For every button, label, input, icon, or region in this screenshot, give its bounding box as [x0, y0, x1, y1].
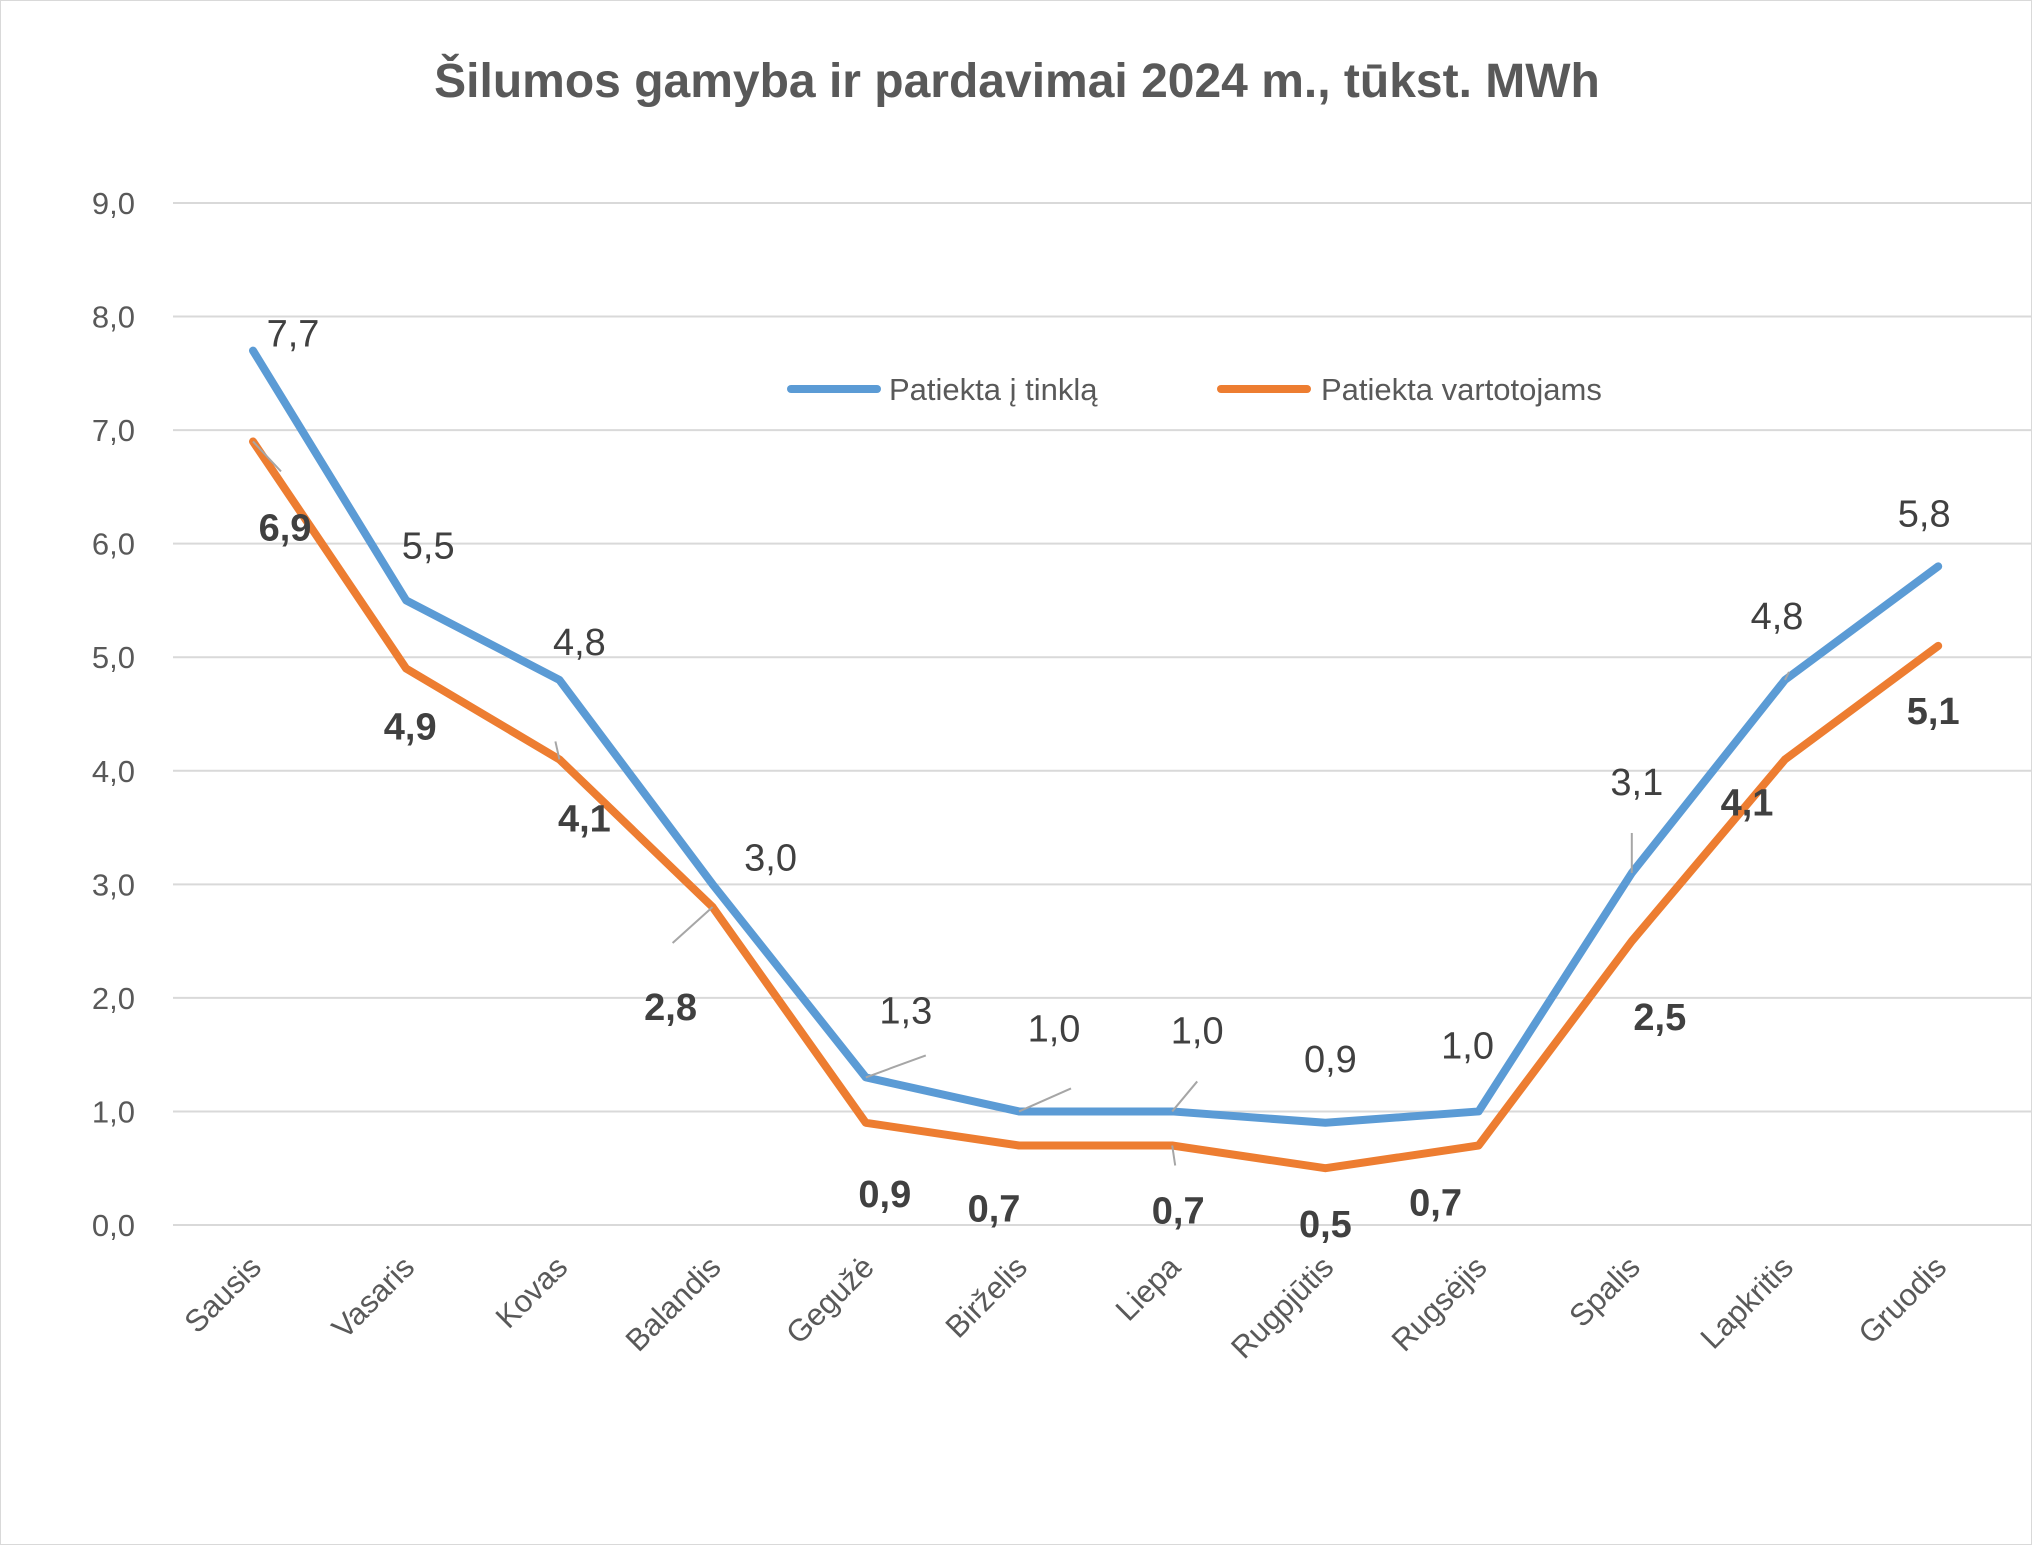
y-tick-label: 6,0 [92, 527, 135, 562]
label-leader [1171, 1080, 1198, 1113]
data-label: 6,9 [259, 507, 312, 549]
data-label: 4,1 [1721, 782, 1774, 824]
x-tick-label: Gegužė [779, 1249, 881, 1351]
y-tick-label: 9,0 [92, 186, 135, 221]
y-tick-label: 5,0 [92, 640, 135, 675]
data-label: 4,1 [558, 798, 611, 840]
data-label: 0,7 [1152, 1191, 1205, 1233]
x-tick-label: Liepa [1109, 1249, 1188, 1328]
legend-label: Patiekta į tinklą [889, 372, 1098, 407]
data-label: 3,1 [1610, 762, 1663, 804]
data-label: 0,9 [1304, 1039, 1357, 1081]
x-tick-label: Birželis [939, 1249, 1034, 1344]
label-leader [1018, 1087, 1072, 1113]
data-label: 5,8 [1898, 493, 1951, 535]
y-tick-label: 7,0 [92, 413, 135, 448]
x-tick-label: Balandis [619, 1249, 728, 1358]
data-label: 5,5 [402, 525, 455, 567]
data-label: 0,5 [1299, 1204, 1352, 1246]
series-line-2 [249, 437, 1943, 1173]
x-tick-label: Rugsėjis [1385, 1249, 1494, 1358]
x-tick-label: Gruodis [1852, 1249, 1954, 1351]
data-labels: 7,7 5,5 4,8 3,0 1,3 1,0 1,0 0,9 1,0 3,1 4,8 5,8 6,9 4… [252, 314, 1960, 1246]
series-line-1 [249, 346, 1943, 1127]
data-label: 1,0 [1171, 1010, 1224, 1052]
data-label: 1,0 [1028, 1008, 1081, 1050]
y-tick-label: 3,0 [92, 867, 135, 902]
data-label: 0,9 [858, 1174, 911, 1216]
data-label: 0,7 [968, 1189, 1021, 1231]
x-axis-ticks: Sausis Vasaris Kovas Balandis Gegužė Birželis… [177, 1249, 1953, 1366]
data-label: 4,8 [1751, 596, 1804, 638]
legend-label: Patiekta vartotojams [1321, 372, 1602, 407]
data-label: 1,3 [879, 990, 932, 1032]
data-label: 4,9 [384, 707, 437, 749]
x-tick-label: Kovas [489, 1249, 575, 1335]
legend: Patiekta į tinklą Patiekta vartotojams [787, 372, 1602, 407]
y-tick-label: 0,0 [92, 1208, 135, 1243]
label-leader [252, 440, 282, 473]
gridlines [173, 202, 2031, 1226]
data-label: 1,0 [1441, 1025, 1494, 1067]
label-leader [1784, 671, 1790, 681]
x-tick-label: Lapkritis [1694, 1249, 1800, 1355]
y-tick-label: 4,0 [92, 754, 135, 789]
x-tick-label: Vasaris [325, 1249, 421, 1345]
y-axis-ticks: 0,0 1,0 2,0 3,0 4,0 5,0 6,0 7,0 8,0 9,0 [92, 186, 135, 1243]
series-lines [249, 346, 1943, 1173]
x-tick-label: Rugpjūtis [1224, 1249, 1340, 1365]
data-label: 4,8 [553, 622, 606, 664]
label-leader [671, 906, 714, 944]
data-label: 2,5 [1633, 997, 1686, 1039]
y-tick-label: 1,0 [92, 1094, 135, 1129]
data-label: 5,1 [1907, 691, 1960, 733]
data-label: 3,0 [744, 837, 797, 879]
label-leader [1171, 1145, 1177, 1166]
label-leader [554, 741, 561, 760]
data-label: 2,8 [644, 987, 697, 1029]
y-tick-label: 8,0 [92, 300, 135, 335]
x-tick-label: Sausis [177, 1249, 268, 1340]
data-label: 0,7 [1409, 1183, 1462, 1225]
label-leader [865, 1054, 927, 1079]
y-tick-label: 2,0 [92, 981, 135, 1016]
data-label: 7,7 [267, 314, 320, 356]
chart-title: Šilumos gamyba ir pardavimai 2024 m., tū… [434, 53, 1600, 108]
x-tick-label: Spalis [1562, 1249, 1646, 1333]
